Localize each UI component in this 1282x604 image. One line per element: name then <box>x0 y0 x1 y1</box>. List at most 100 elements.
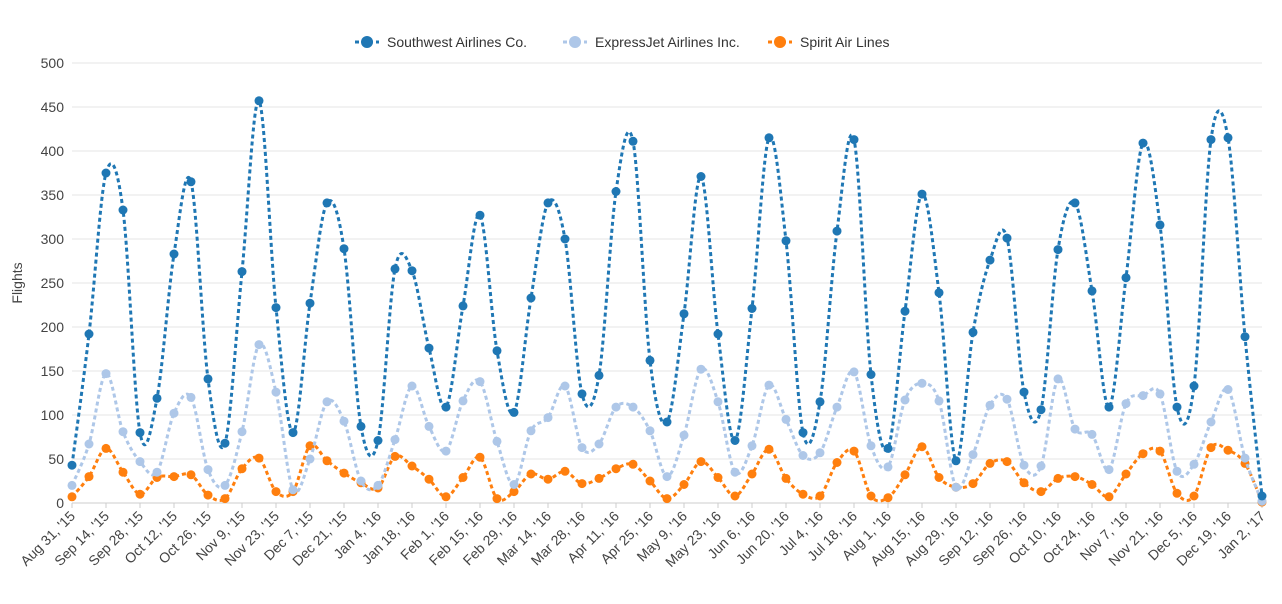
data-point[interactable] <box>407 266 417 276</box>
data-point[interactable] <box>781 414 791 424</box>
data-point[interactable] <box>1002 233 1012 243</box>
data-point[interactable] <box>1155 446 1165 456</box>
data-point[interactable] <box>526 293 536 303</box>
data-point[interactable] <box>543 474 553 484</box>
data-point[interactable] <box>798 428 808 438</box>
data-point[interactable] <box>747 304 757 313</box>
data-point[interactable] <box>696 172 706 181</box>
data-point[interactable] <box>1104 402 1114 412</box>
data-point[interactable] <box>730 491 740 501</box>
data-point[interactable] <box>254 96 264 106</box>
data-point[interactable] <box>373 480 383 490</box>
data-point[interactable] <box>1104 492 1114 502</box>
data-point[interactable] <box>186 470 196 480</box>
data-point[interactable] <box>1002 457 1012 467</box>
data-point[interactable] <box>84 472 94 482</box>
data-point[interactable] <box>577 389 587 399</box>
data-point[interactable] <box>1206 135 1216 145</box>
data-point[interactable] <box>951 482 961 492</box>
data-point[interactable] <box>577 479 587 489</box>
data-point[interactable] <box>849 446 859 456</box>
data-point[interactable] <box>917 189 927 199</box>
data-point[interactable] <box>560 466 570 476</box>
data-point[interactable] <box>1155 389 1165 399</box>
data-point[interactable] <box>1121 469 1131 479</box>
data-point[interactable] <box>135 457 145 467</box>
data-point[interactable] <box>883 493 893 503</box>
data-point[interactable] <box>679 430 689 440</box>
data-point[interactable] <box>305 454 315 464</box>
data-point[interactable] <box>1036 461 1046 471</box>
data-point[interactable] <box>254 453 264 463</box>
data-point[interactable] <box>492 436 502 446</box>
data-point[interactable] <box>475 377 485 387</box>
data-point[interactable] <box>203 374 213 384</box>
data-point[interactable] <box>526 426 536 436</box>
data-point[interactable] <box>866 370 876 379</box>
data-point[interactable] <box>594 439 604 449</box>
data-point[interactable] <box>441 402 451 412</box>
legend-item[interactable]: Southwest Airlines Co. <box>355 34 527 50</box>
data-point[interactable] <box>934 473 944 482</box>
data-point[interactable] <box>1189 381 1199 391</box>
data-point[interactable] <box>713 473 723 482</box>
data-point[interactable] <box>577 443 587 453</box>
data-point[interactable] <box>713 329 723 339</box>
data-point[interactable] <box>798 489 808 499</box>
data-point[interactable] <box>152 393 162 403</box>
data-point[interactable] <box>1070 424 1080 434</box>
data-point[interactable] <box>271 303 281 313</box>
data-point[interactable] <box>288 428 298 438</box>
data-point[interactable] <box>373 436 383 445</box>
data-point[interactable] <box>611 187 621 196</box>
data-point[interactable] <box>237 267 247 277</box>
data-point[interactable] <box>84 329 94 339</box>
data-point[interactable] <box>543 198 553 208</box>
data-point[interactable] <box>662 472 672 482</box>
data-point[interactable] <box>747 469 757 479</box>
data-point[interactable] <box>645 355 655 365</box>
data-point[interactable] <box>1257 491 1267 501</box>
data-point[interactable] <box>407 381 417 391</box>
data-point[interactable] <box>764 444 774 454</box>
data-point[interactable] <box>441 446 451 456</box>
data-point[interactable] <box>339 244 349 254</box>
data-point[interactable] <box>1036 405 1046 415</box>
data-point[interactable] <box>152 467 162 477</box>
data-point[interactable] <box>985 400 995 410</box>
data-point[interactable] <box>254 340 264 350</box>
data-point[interactable] <box>560 381 570 391</box>
data-point[interactable] <box>781 236 791 246</box>
data-point[interactable] <box>832 458 842 467</box>
data-point[interactable] <box>679 309 689 319</box>
data-point[interactable] <box>1223 445 1233 455</box>
data-point[interactable] <box>305 298 315 308</box>
data-point[interactable] <box>815 397 825 407</box>
data-point[interactable] <box>1053 245 1063 255</box>
data-point[interactable] <box>628 402 638 412</box>
data-point[interactable] <box>203 490 213 500</box>
data-point[interactable] <box>67 492 77 502</box>
data-point[interactable] <box>220 438 230 448</box>
data-point[interactable] <box>203 465 213 475</box>
data-point[interactable] <box>815 448 825 458</box>
data-point[interactable] <box>866 491 876 501</box>
data-point[interactable] <box>968 479 978 489</box>
data-point[interactable] <box>322 456 332 466</box>
data-point[interactable] <box>492 494 502 504</box>
data-point[interactable] <box>730 467 740 477</box>
data-point[interactable] <box>1138 138 1148 148</box>
data-point[interactable] <box>1223 133 1233 143</box>
data-point[interactable] <box>611 402 621 412</box>
data-point[interactable] <box>526 469 536 479</box>
data-point[interactable] <box>169 249 179 259</box>
legend[interactable]: Southwest Airlines Co. ExpressJet Airline… <box>355 34 889 50</box>
data-point[interactable] <box>917 378 927 388</box>
data-point[interactable] <box>900 306 910 316</box>
data-point[interactable] <box>1053 473 1063 483</box>
data-point[interactable] <box>696 364 706 374</box>
data-point[interactable] <box>1206 417 1216 427</box>
data-point[interactable] <box>713 397 723 407</box>
data-point[interactable] <box>356 476 366 486</box>
data-point[interactable] <box>1223 385 1233 394</box>
